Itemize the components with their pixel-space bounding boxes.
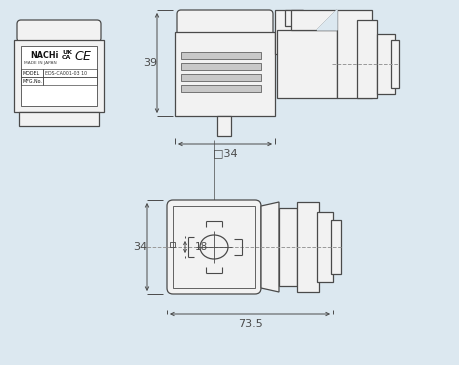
FancyBboxPatch shape [177,10,272,38]
FancyBboxPatch shape [285,10,302,26]
FancyBboxPatch shape [376,34,394,94]
Text: 39: 39 [143,58,157,68]
FancyBboxPatch shape [180,52,260,59]
FancyBboxPatch shape [297,202,318,292]
FancyBboxPatch shape [180,85,260,92]
Text: 18: 18 [195,242,208,252]
Text: CA: CA [62,55,71,60]
FancyBboxPatch shape [356,20,376,98]
FancyBboxPatch shape [180,63,260,70]
Text: 73.5: 73.5 [237,319,262,329]
FancyBboxPatch shape [19,112,99,126]
Text: NACHi: NACHi [30,51,58,61]
FancyBboxPatch shape [217,116,230,136]
Text: MODEL: MODEL [23,71,40,76]
FancyBboxPatch shape [279,208,297,286]
FancyBboxPatch shape [180,74,260,81]
Text: UK: UK [62,50,72,55]
Text: MFG.No.: MFG.No. [23,79,43,84]
Text: EDS-CA001-03 10: EDS-CA001-03 10 [45,71,87,76]
FancyBboxPatch shape [390,40,398,88]
FancyBboxPatch shape [14,40,104,112]
Polygon shape [260,202,279,292]
Text: 34: 34 [133,242,147,252]
FancyBboxPatch shape [174,32,274,116]
Text: MADE IN JAPAN: MADE IN JAPAN [24,61,56,65]
FancyBboxPatch shape [274,10,302,54]
FancyBboxPatch shape [291,10,336,30]
FancyBboxPatch shape [316,212,332,282]
Text: $\mathit{C}$$\mathit{E}$: $\mathit{C}$$\mathit{E}$ [74,50,92,62]
FancyBboxPatch shape [17,20,101,42]
FancyBboxPatch shape [276,30,336,98]
Text: □34: □34 [212,148,237,158]
FancyBboxPatch shape [336,10,371,98]
Polygon shape [316,10,336,30]
FancyBboxPatch shape [330,220,340,274]
FancyBboxPatch shape [167,200,260,294]
FancyBboxPatch shape [21,46,97,106]
